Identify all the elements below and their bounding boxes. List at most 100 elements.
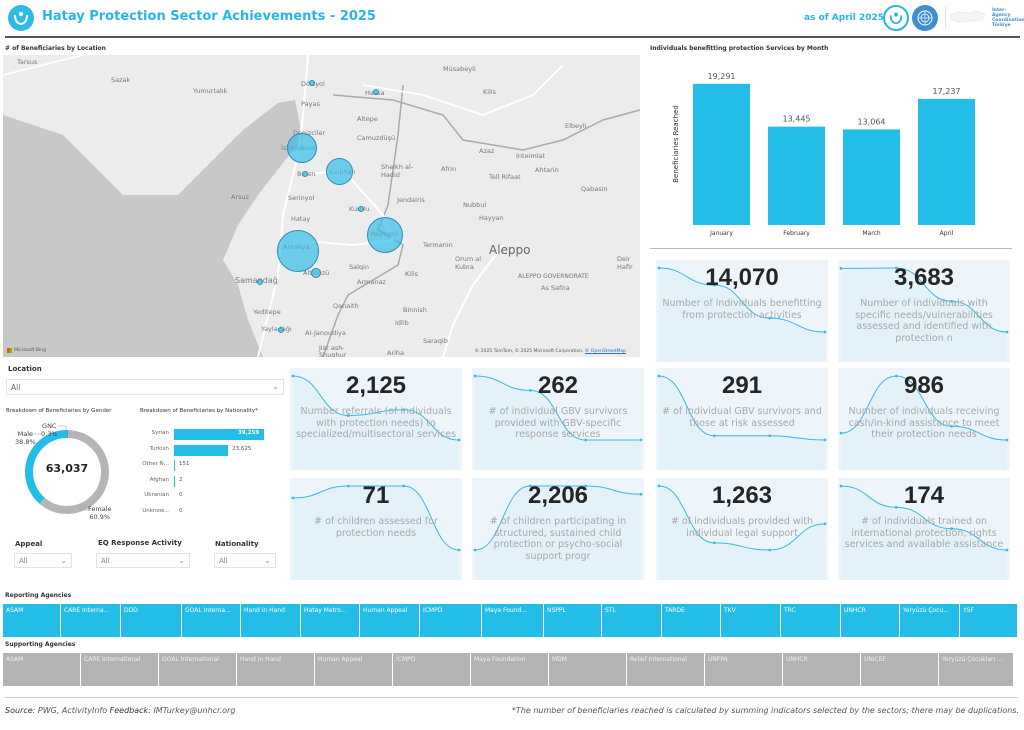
reporting-agency[interactable]: ICMPD bbox=[420, 604, 481, 637]
supporting-agency[interactable]: CARE International bbox=[81, 653, 158, 686]
reporting-agency[interactable]: NSPPL bbox=[544, 604, 601, 637]
map-bubble-samandag[interactable] bbox=[257, 279, 263, 285]
sparkline-area bbox=[659, 376, 825, 470]
un-emblem-logo bbox=[912, 5, 938, 31]
map-place-label: Samandağ bbox=[235, 276, 278, 285]
map-bubble-dortyol[interactable] bbox=[309, 80, 315, 86]
sparkline-point bbox=[894, 505, 898, 509]
kpi-card[interactable]: 71 # of children assessed for protection … bbox=[290, 478, 462, 580]
kpi-card[interactable]: 291 # of individual GBV survivors and tho… bbox=[656, 368, 828, 470]
openstreetmap-link[interactable]: © OpenStreetMap bbox=[584, 349, 626, 354]
reporting-agency[interactable]: Hand in Hand bbox=[241, 604, 300, 637]
map-place-label: As Safira bbox=[541, 284, 570, 292]
supporting-agency[interactable]: Relief International bbox=[627, 653, 704, 686]
reporting-agency[interactable]: TARDE bbox=[662, 604, 720, 637]
location-dropdown[interactable]: All ⌄ bbox=[6, 379, 284, 395]
supporting-agency[interactable]: UNFPA bbox=[705, 653, 782, 686]
sparkline-point bbox=[950, 424, 954, 428]
supporting-agency[interactable]: ICMPD bbox=[393, 653, 470, 686]
nationality-row[interactable]: Afghan 2 bbox=[136, 475, 286, 487]
map-bubble-altinozu[interactable] bbox=[311, 268, 321, 278]
map-bubble-iskenderun[interactable] bbox=[287, 133, 317, 163]
map-bubble-hassa[interactable] bbox=[373, 89, 379, 95]
reporting-agency[interactable]: TKV bbox=[721, 604, 780, 637]
map-place-label: Ariha bbox=[387, 349, 405, 357]
supporting-agency[interactable]: ASAM bbox=[3, 653, 80, 686]
kpi-card[interactable]: 174 # of individuals trained on internati… bbox=[838, 478, 1010, 580]
bar-february[interactable] bbox=[768, 126, 825, 225]
map-attribution: © 2025 TomTom, © 2025 Microsoft Corporat… bbox=[475, 349, 626, 354]
kpi-card[interactable]: 1,263 # of individuals provided with indi… bbox=[656, 478, 828, 580]
map-bubble-antakya[interactable] bbox=[277, 230, 319, 272]
reporting-agency[interactable]: GOAL Interna... bbox=[182, 604, 240, 637]
kpi-label: # of individual GBV survivors provided w… bbox=[488, 406, 628, 440]
reporting-agency[interactable]: TRC bbox=[781, 604, 840, 637]
map-bubble-reyhanli[interactable] bbox=[367, 217, 403, 253]
nationality-row[interactable]: Turkish 23,625 bbox=[136, 444, 286, 456]
supporting-agency[interactable]: UNHCR bbox=[783, 653, 860, 686]
reporting-agencies-list: ASAM CARE Interna... DDD GOAL Interna... Han… bbox=[3, 604, 1018, 637]
supporting-agency[interactable]: Maya Foundation bbox=[471, 653, 548, 686]
supporting-agency[interactable]: GOAL International bbox=[159, 653, 236, 686]
sparkline-point bbox=[839, 484, 843, 488]
kpi-sparkline bbox=[473, 484, 643, 580]
map-bubble-kumlu[interactable] bbox=[358, 206, 364, 212]
bar-chart-title: Individuals benefitting protection Servi… bbox=[650, 45, 829, 52]
map-place-label: Sheikh al-Hadid bbox=[381, 163, 414, 179]
reporting-agency[interactable]: CARE Interna... bbox=[61, 604, 120, 637]
supporting-agency[interactable]: Yeryüzü Çocukları ... bbox=[939, 653, 1013, 686]
nationality-row[interactable]: Unknow... 0 bbox=[136, 506, 286, 517]
supporting-agency[interactable]: Hand in Hand bbox=[237, 653, 314, 686]
kpi-card[interactable]: 986 Number of individuals receiving cash/… bbox=[838, 368, 1010, 470]
eq-activity-dropdown[interactable]: All ⌄ bbox=[96, 553, 190, 568]
nationality-row[interactable]: Other N... 151 bbox=[136, 459, 286, 471]
nationality-value: 151 bbox=[179, 461, 190, 467]
donut-slice-female[interactable] bbox=[25, 430, 109, 514]
sparkline-point bbox=[823, 330, 827, 334]
kpi-card[interactable]: 2,206 # of children participating in stru… bbox=[472, 478, 644, 580]
donut-slice-male[interactable] bbox=[25, 430, 109, 514]
bar-january[interactable] bbox=[693, 83, 750, 225]
sparkline-area bbox=[475, 376, 641, 470]
kpi-card[interactable]: 3,683 Number of individuals with specific… bbox=[838, 260, 1010, 362]
x-tick-label: January bbox=[709, 230, 733, 237]
nationality-name: Unknow... bbox=[142, 507, 169, 514]
supporting-agency[interactable]: MDM bbox=[549, 653, 626, 686]
reporting-agency[interactable]: UNHCR bbox=[841, 604, 899, 637]
sparkline-point bbox=[657, 374, 661, 378]
reporting-agency[interactable]: Hatay Metro... bbox=[301, 604, 359, 637]
map-bubble-belen[interactable] bbox=[302, 171, 308, 177]
supporting-agencies-list: ASAM CARE International GOAL International… bbox=[3, 653, 1014, 686]
map-bubble-kirikhan[interactable] bbox=[326, 158, 353, 185]
chart-divider bbox=[650, 248, 1012, 249]
nationality-name: Afghan bbox=[149, 476, 169, 483]
monthly-bar-chart: 19,291 January 13,445 February 13,064 March 17… bbox=[693, 72, 975, 237]
reporting-agency[interactable]: Yeryüzü Çocu... bbox=[900, 604, 959, 637]
beneficiaries-map[interactable]: Tarsus Sazak Yumurtalık Dörtyol Payas Ha… bbox=[3, 55, 640, 357]
nationality-row[interactable]: Syrian 39,259 bbox=[136, 428, 286, 440]
reporting-agency[interactable]: Maya Found... bbox=[482, 604, 543, 637]
appeal-dropdown[interactable]: All ⌄ bbox=[14, 553, 72, 568]
supporting-agency[interactable]: UNICEF bbox=[861, 653, 938, 686]
supporting-agency[interactable]: Human Appeal bbox=[315, 653, 392, 686]
kpi-card[interactable]: 262 # of individual GBV survivors provide… bbox=[472, 368, 644, 470]
gender-donut-chart bbox=[25, 430, 109, 514]
kpi-card[interactable]: 2,125 Number referrals (of individuals wi… bbox=[290, 368, 462, 470]
map-title: # of Beneficiaries by Location bbox=[5, 45, 106, 52]
nationality-dropdown[interactable]: All ⌄ bbox=[214, 553, 276, 568]
reporting-agency[interactable]: DDD bbox=[121, 604, 181, 637]
kpi-card[interactable]: 14,070 Number of individuals benefitting … bbox=[656, 260, 828, 362]
kpi-sparkline bbox=[291, 484, 461, 580]
reporting-agency[interactable]: YSF bbox=[960, 604, 1017, 637]
nationality-row[interactable]: Ukranian 0 bbox=[136, 490, 286, 501]
bar-april[interactable] bbox=[918, 98, 975, 225]
reporting-agency[interactable]: ASAM bbox=[3, 604, 60, 637]
bar-march[interactable] bbox=[843, 129, 900, 225]
x-tick-label: April bbox=[940, 230, 954, 237]
reporting-agency[interactable]: Human Appeal bbox=[360, 604, 419, 637]
map-bubble-yayladagi[interactable] bbox=[278, 327, 284, 333]
reporting-agency[interactable]: STL bbox=[602, 604, 661, 637]
kpi-label: # of individuals provided with individua… bbox=[670, 516, 814, 539]
feedback-email[interactable]: : IMTurkey@unhcr.org bbox=[148, 706, 236, 715]
sparkline-point bbox=[712, 283, 716, 287]
